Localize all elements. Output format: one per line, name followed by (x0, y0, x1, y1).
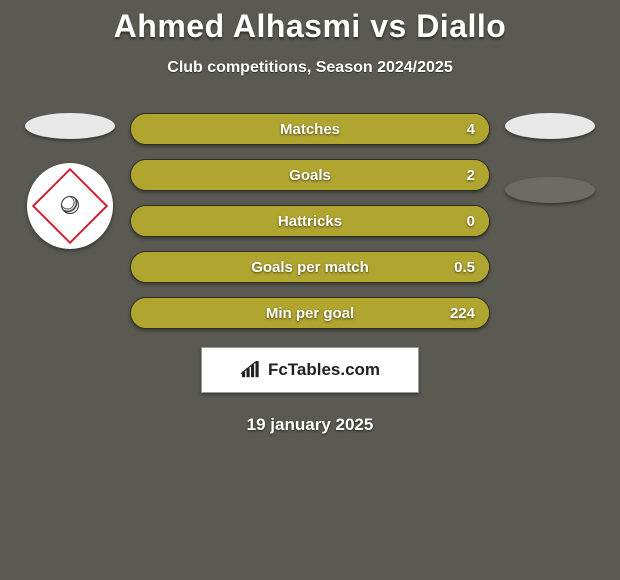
right-ellipse-1 (505, 113, 595, 139)
stat-value: 2 (467, 167, 475, 184)
brand-attribution: FcTables.com (201, 347, 419, 393)
stat-value: 224 (450, 305, 475, 322)
stat-pill: Goals per match0.5 (130, 251, 490, 283)
left-club-badge-wrap (27, 163, 113, 249)
stat-label: Goals per match (131, 259, 489, 276)
stat-label: Min per goal (131, 305, 489, 322)
stat-label: Matches (131, 121, 489, 138)
right-player-column (500, 113, 600, 203)
left-ellipse (25, 113, 115, 139)
left-player-column (20, 113, 120, 249)
stat-pill: Hattricks0 (130, 205, 490, 237)
page-subtitle: Club competitions, Season 2024/2025 (0, 59, 620, 77)
stat-value: 0.5 (454, 259, 475, 276)
stat-value: 0 (467, 213, 475, 230)
stats-column: Matches4Goals2Hattricks0Goals per match0… (130, 113, 490, 329)
stat-value: 4 (467, 121, 475, 138)
club-badge-icon (32, 168, 108, 244)
stat-pill: Min per goal224 (130, 297, 490, 329)
brand-text: FcTables.com (268, 360, 380, 380)
stat-pill: Matches4 (130, 113, 490, 145)
soccer-ball-icon (61, 196, 79, 214)
page-title: Ahmed Alhasmi vs Diallo (0, 0, 620, 45)
bar-chart-icon (240, 361, 262, 379)
right-ellipse-2 (505, 177, 595, 203)
stat-label: Hattricks (131, 213, 489, 230)
stat-pill: Goals2 (130, 159, 490, 191)
stat-label: Goals (131, 167, 489, 184)
date-text: 19 january 2025 (0, 415, 620, 435)
comparison-content: Matches4Goals2Hattricks0Goals per match0… (0, 113, 620, 329)
